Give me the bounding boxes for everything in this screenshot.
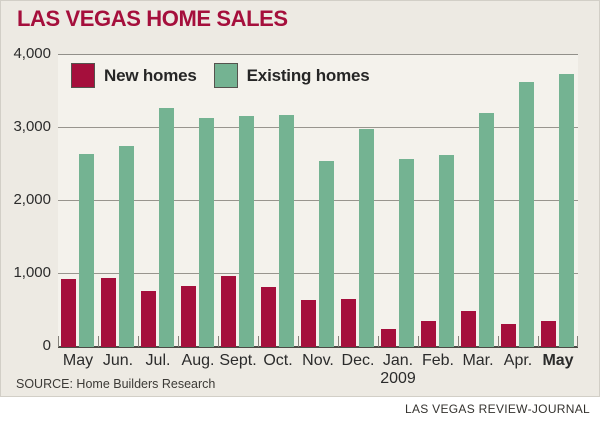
gridline-2000 bbox=[58, 200, 578, 201]
x-axis-label: Feb. bbox=[421, 352, 454, 369]
bar-new-homes bbox=[381, 329, 396, 347]
x-axis-label: Nov. bbox=[302, 352, 334, 369]
source-credit: SOURCE: Home Builders Research bbox=[16, 377, 216, 391]
bar-group-dec bbox=[338, 55, 378, 347]
plot-area bbox=[58, 54, 578, 348]
bar-group-aug bbox=[178, 55, 218, 347]
bar-new-homes bbox=[141, 291, 156, 347]
legend: New homes Existing homes bbox=[71, 63, 370, 88]
publication-credit: LAS VEGAS REVIEW-JOURNAL bbox=[404, 402, 590, 416]
x-axis-tick bbox=[98, 336, 99, 347]
x-axis-tick bbox=[378, 336, 379, 347]
bar-existing-homes bbox=[279, 115, 294, 347]
legend-item-new-homes: New homes bbox=[71, 63, 197, 88]
y-axis-tick-label: 2,000 bbox=[13, 191, 51, 208]
x-axis-tick bbox=[138, 336, 139, 347]
x-axis-tick bbox=[418, 336, 419, 347]
bar-new-homes bbox=[221, 276, 236, 347]
existing-homes-swatch bbox=[213, 63, 238, 88]
bar-new-homes bbox=[101, 278, 116, 347]
x-axis-label: Apr. bbox=[503, 352, 533, 369]
bar-group-sept bbox=[218, 55, 258, 347]
bar-existing-homes bbox=[199, 118, 214, 347]
bar-new-homes bbox=[301, 300, 316, 347]
x-axis-label: May bbox=[62, 352, 94, 369]
x-axis-tick bbox=[258, 336, 259, 347]
x-axis-label: Mar. bbox=[462, 352, 494, 369]
bar-group-oct bbox=[258, 55, 298, 347]
x-axis-tick bbox=[218, 336, 219, 347]
bar-group-may bbox=[538, 55, 578, 347]
bar-existing-homes bbox=[239, 116, 254, 347]
bar-existing-homes bbox=[319, 161, 334, 347]
new-homes-swatch bbox=[71, 63, 95, 88]
x-axis-label: Oct. bbox=[263, 352, 293, 369]
x-axis-tick bbox=[577, 336, 578, 347]
bar-group-mar bbox=[458, 55, 498, 347]
bar-existing-homes bbox=[399, 159, 414, 347]
bar-existing-homes bbox=[79, 154, 94, 347]
bar-new-homes bbox=[461, 311, 476, 347]
x-axis-tick bbox=[178, 336, 179, 347]
x-axis-label: Aug. bbox=[181, 352, 215, 369]
bar-existing-homes bbox=[439, 155, 454, 347]
bar-group-jun bbox=[98, 55, 138, 347]
x-axis-tick bbox=[298, 336, 299, 347]
bar-group-apr bbox=[498, 55, 538, 347]
x-axis-label: Jul. bbox=[145, 352, 171, 369]
year-label: 2009 bbox=[380, 370, 416, 387]
bar-new-homes bbox=[261, 287, 276, 347]
bar-existing-homes bbox=[519, 82, 534, 347]
x-axis-tick bbox=[338, 336, 339, 347]
x-axis-label: Jan. bbox=[382, 352, 414, 369]
bar-existing-homes bbox=[479, 113, 494, 347]
bar-group-may bbox=[58, 55, 98, 347]
legend-item-existing-homes: Existing homes bbox=[213, 63, 370, 88]
x-axis-line bbox=[58, 346, 578, 348]
x-axis-label: Jun. bbox=[102, 352, 134, 369]
chart-title: LAS VEGAS HOME SALES bbox=[17, 6, 288, 31]
bar-group-jan bbox=[378, 55, 418, 347]
y-axis-tick-label: 3,000 bbox=[13, 118, 51, 135]
bar-new-homes bbox=[341, 299, 356, 347]
x-axis-tick bbox=[498, 336, 499, 347]
x-axis-label: Dec. bbox=[341, 352, 375, 369]
y-axis-tick-label: 0 bbox=[42, 337, 51, 354]
y-axis-tick-label: 4,000 bbox=[13, 45, 51, 62]
bar-new-homes bbox=[541, 321, 556, 347]
x-axis-tick bbox=[538, 336, 539, 347]
bar-new-homes bbox=[61, 279, 76, 347]
bar-new-homes bbox=[501, 324, 516, 347]
legend-label-new-homes: New homes bbox=[104, 65, 197, 85]
bar-group-feb bbox=[418, 55, 458, 347]
x-axis-label: May bbox=[542, 352, 574, 369]
x-axis-tick bbox=[458, 336, 459, 347]
legend-label-existing-homes: Existing homes bbox=[246, 65, 370, 85]
x-axis-tick bbox=[58, 336, 59, 347]
bar-existing-homes bbox=[559, 74, 574, 347]
bar-existing-homes bbox=[119, 146, 134, 347]
bar-existing-homes bbox=[359, 129, 374, 347]
x-axis-label: Sept. bbox=[219, 352, 257, 369]
bar-group-jul bbox=[138, 55, 178, 347]
gridline-1000 bbox=[58, 273, 578, 274]
bar-existing-homes bbox=[159, 108, 174, 347]
gridline-3000 bbox=[58, 127, 578, 128]
y-axis-tick-label: 1,000 bbox=[13, 264, 51, 281]
bar-new-homes bbox=[181, 286, 196, 347]
bar-group-nov bbox=[298, 55, 338, 347]
bar-new-homes bbox=[421, 321, 436, 347]
chart-panel: LAS VEGAS HOME SALES New homes Existing … bbox=[0, 0, 600, 397]
